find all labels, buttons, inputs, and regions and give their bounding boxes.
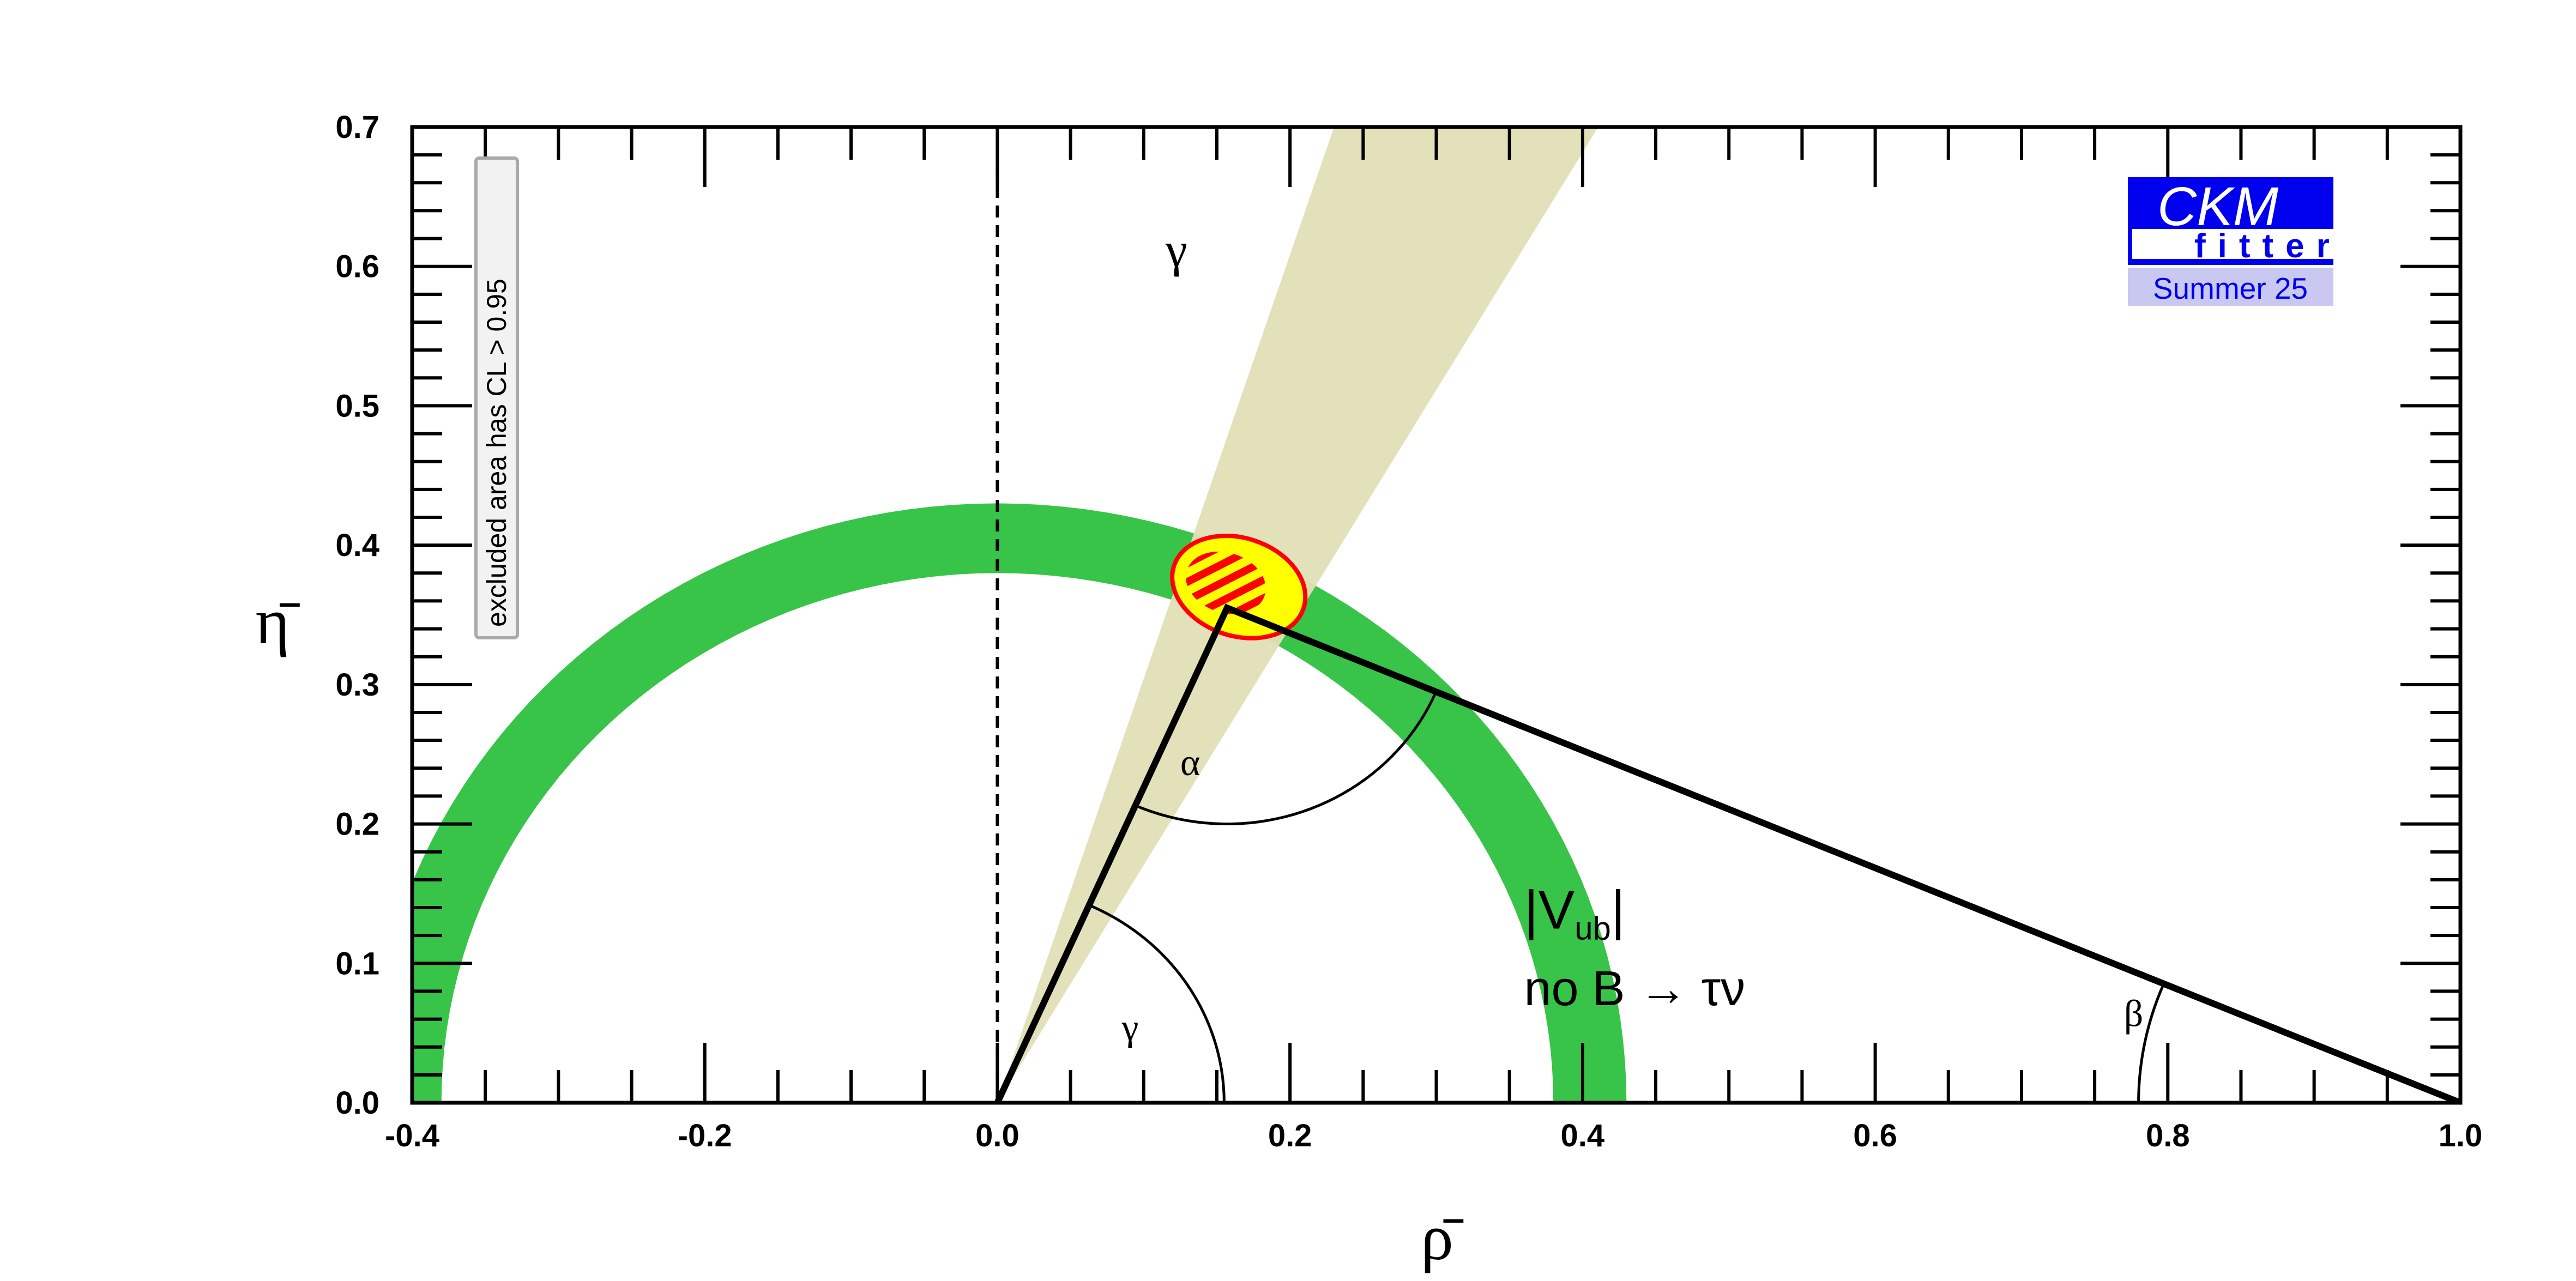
no-btaunu-label: no B → τν — [1524, 962, 1746, 1016]
y-tick-label: 0.0 — [335, 1085, 379, 1121]
y-tick-label: 0.5 — [335, 388, 379, 424]
vub-label: |Vub| — [1524, 879, 1625, 946]
svg-text:Summer 25: Summer 25 — [2153, 271, 2308, 305]
gamma-band-label: γ — [1165, 223, 1187, 277]
fit-region-68cl-hatched — [1186, 551, 1266, 614]
gamma-angle-arc — [1088, 904, 1226, 1103]
y-tick-label: 0.4 — [335, 528, 379, 563]
x-tick-label: -0.2 — [678, 1118, 732, 1153]
x-tick-label: 1.0 — [2439, 1118, 2483, 1153]
y-tick-label: 0.7 — [335, 110, 379, 145]
gamma-angle-label: γ — [1121, 1007, 1139, 1049]
svg-text:fitter: fitter — [2194, 227, 2342, 265]
x-tick-labels: -0.4 -0.2 0.0 0.2 0.4 0.6 0.8 1.0 — [385, 1118, 2482, 1153]
excluded-note: excluded area has CL > 0.95 — [481, 279, 512, 627]
x-tick-label: 0.4 — [1561, 1118, 1605, 1153]
x-axis-label: ρ̄ — [1421, 1201, 1464, 1273]
x-tick-label: 0.6 — [1853, 1118, 1897, 1153]
y-tick-label: 0.3 — [335, 667, 379, 703]
y-axis-label: η̄ — [256, 585, 300, 657]
svg-text:CKM: CKM — [2157, 176, 2279, 237]
y-tick-label: 0.1 — [335, 946, 379, 981]
axis-ticks — [411, 125, 2462, 1104]
vub-ring-band — [412, 503, 1627, 1103]
y-tick-label: 0.6 — [335, 249, 379, 285]
y-tick-labels: 0.0 0.1 0.2 0.3 0.4 0.5 0.6 0.7 — [335, 110, 379, 1121]
beta-label: β — [2124, 993, 2144, 1035]
fit-region — [1170, 533, 1308, 640]
alpha-label: α — [1180, 742, 1200, 784]
excluded-note-box: excluded area has CL > 0.95 — [474, 156, 519, 639]
gamma-band — [997, 127, 1598, 1103]
x-tick-label: 0.2 — [1268, 1118, 1312, 1153]
beta-angle-arc — [2137, 983, 2165, 1103]
x-tick-label: 0.8 — [2146, 1118, 2190, 1153]
ckmfitter-logo: CKM fitter Summer 25 — [2128, 176, 2342, 306]
x-tick-label: 0.0 — [975, 1118, 1019, 1153]
y-tick-label: 0.2 — [335, 807, 379, 842]
unitarity-triangle — [994, 603, 2460, 1103]
alpha-angle-arc — [1135, 691, 1438, 826]
x-tick-label: -0.4 — [385, 1118, 439, 1153]
